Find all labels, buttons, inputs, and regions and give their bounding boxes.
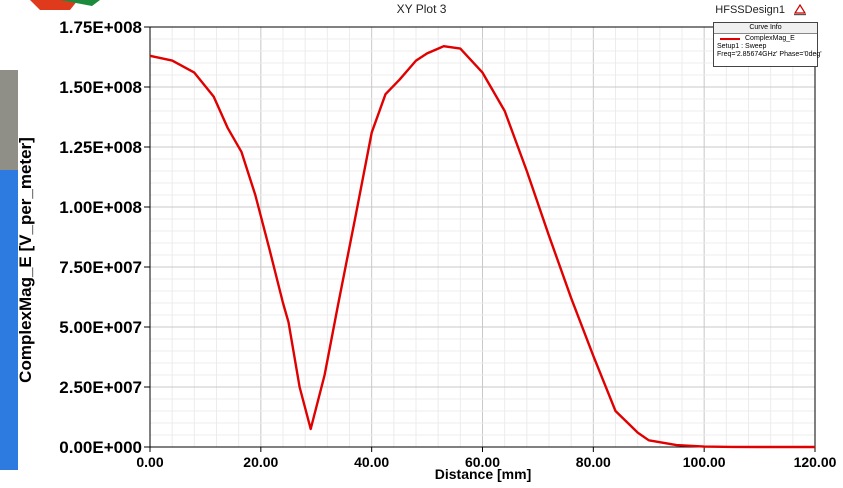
design-name: HFSSDesign1	[715, 4, 785, 16]
x-axis-label: Distance [mm]	[434, 466, 532, 482]
x-ticks: 0.00 20.00 40.00 60.00 80.00 100.00 120.00	[136, 447, 837, 470]
y-tick-label: 7.50E+007	[59, 258, 142, 277]
x-tick-label: 0.00	[136, 454, 163, 470]
legend-entry-name: ComplexMag_E	[745, 34, 795, 42]
left-window-strip-blue	[0, 170, 18, 470]
y-tick-label: 1.75E+008	[59, 18, 142, 37]
y-tick-label: 1.50E+008	[59, 78, 142, 97]
ansoft-logo-icon	[793, 4, 807, 16]
legend-freq: Freq='2.85674GHz' Phase='0deg'	[717, 51, 822, 58]
y-axis-label: ComplexMag_E [V_per_meter]	[16, 137, 35, 383]
legend-entry[interactable]: ComplexMag_E	[714, 34, 817, 43]
x-tick-label: 20.00	[243, 454, 278, 470]
y-tick-label: 0.00E+000	[59, 438, 142, 457]
corner-shape-fragment	[30, 0, 78, 10]
x-tick-label: 80.00	[576, 454, 611, 470]
curve-info-legend[interactable]: Curve Info ComplexMag_E Setup1 : Sweep F…	[713, 22, 822, 67]
x-tick-label: 60.00	[465, 454, 500, 470]
y-tick-label: 2.50E+007	[59, 378, 142, 397]
legend-header: Curve Info	[714, 23, 817, 34]
y-tick-label: 1.00E+008	[59, 198, 142, 217]
y-tick-label: 1.25E+008	[59, 138, 142, 157]
plot-title: XY Plot 3	[396, 2, 447, 16]
legend-setup: Setup1 : Sweep	[717, 43, 767, 50]
left-window-strip-gray	[0, 70, 18, 170]
x-tick-label: 120.00	[794, 454, 837, 470]
y-ticks: 0.00E+000 2.50E+007 5.00E+007 7.50E+007 1.00…	[59, 18, 150, 457]
x-tick-label: 100.00	[683, 454, 726, 470]
grid-lines	[149, 26, 816, 448]
corner-shape-fragment-2	[60, 0, 100, 6]
complexmag-e-curve	[149, 45, 815, 449]
y-tick-label: 5.00E+007	[59, 318, 142, 337]
legend-line-swatch	[720, 37, 740, 40]
x-tick-label: 40.00	[354, 454, 389, 470]
